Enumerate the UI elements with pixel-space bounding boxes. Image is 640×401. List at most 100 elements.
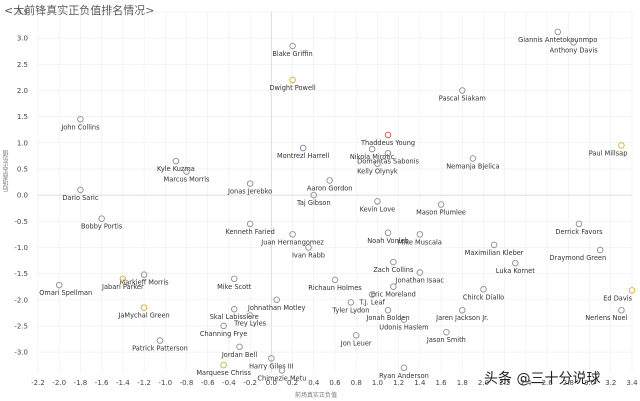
x-tick-label: 0.8 — [351, 379, 362, 387]
data-point — [384, 131, 392, 139]
data-point — [459, 87, 466, 94]
point-label: Aaron Gordon — [307, 184, 353, 192]
data-point — [490, 241, 498, 249]
point-label: Zach Collins — [373, 266, 414, 274]
x-tick-label: 1.6 — [436, 379, 448, 387]
point-label: Mike Scott — [217, 283, 252, 291]
y-tick-label: 3.0 — [17, 35, 28, 43]
point-label: Johnathan Motley — [247, 304, 306, 312]
point-label: Jason Smith — [426, 336, 466, 344]
x-tick-label: 2.4 — [520, 379, 532, 387]
point-label: John Collins — [60, 123, 100, 131]
x-tick-label: 1.0 — [372, 379, 383, 387]
point-label: Channing Frye — [200, 330, 247, 338]
data-point — [77, 186, 84, 194]
point-label: Chimezie Metu — [257, 374, 306, 382]
x-tick-label: -0.4 — [222, 379, 236, 387]
point-label: Nikola Mirotic — [350, 153, 395, 161]
x-tick-label: -1.4 — [116, 379, 130, 387]
y-tick-label: -2.5 — [14, 322, 28, 330]
y-tick-label: 3.5 — [17, 9, 28, 17]
data-point — [310, 191, 318, 199]
point-label: Nemanja Bjelica — [446, 162, 499, 170]
data-point — [469, 155, 477, 162]
point-label: Markieff Morris — [120, 279, 170, 287]
data-point — [554, 28, 562, 36]
point-label: Chirck Diallo — [463, 293, 504, 301]
y-tick-label: 2.0 — [17, 87, 28, 95]
point-label: Richaun Holmes — [308, 284, 362, 292]
point-label: Harry Giles III — [249, 362, 294, 370]
data-point — [384, 229, 392, 237]
data-point — [172, 157, 180, 165]
y-tick-label: 0.0 — [17, 192, 28, 200]
data-point — [400, 316, 408, 323]
point-label: Kyle Kuzma — [157, 165, 195, 173]
data-point — [246, 180, 254, 187]
data-point — [326, 177, 333, 184]
point-label: Mike Muscala — [398, 238, 442, 246]
data-point — [278, 367, 286, 374]
point-label: Draymond Green — [550, 254, 607, 262]
data-point — [55, 281, 63, 289]
point-label: Montrezl Harrell — [277, 152, 330, 160]
data-point — [416, 231, 424, 238]
point-label: Skal Labissiere — [210, 313, 259, 321]
point-label: T.J. Leaf — [358, 299, 385, 307]
data-point — [512, 259, 519, 267]
x-axis-label: 前场真实正负值 — [295, 392, 338, 399]
data-point — [390, 283, 397, 290]
data-point — [618, 142, 625, 149]
data-point — [119, 275, 127, 283]
watermark: 头条 @三十分说球 — [484, 371, 601, 387]
point-label: Taj Gibson — [296, 199, 331, 207]
point-label: Mason Plumlee — [416, 209, 466, 217]
y-tick-label: -1.5 — [14, 270, 28, 278]
y-tick-label: -3.0 — [14, 349, 28, 357]
x-tick-label: 3.4 — [626, 379, 638, 387]
point-label: Dwight Powell — [269, 84, 315, 92]
point-label: Bobby Portis — [81, 223, 123, 231]
x-tick-label: 1.2 — [393, 379, 404, 387]
x-tick-label: -0.6 — [201, 379, 215, 387]
y-tick-label: 0.5 — [17, 165, 28, 173]
data-point — [246, 312, 254, 319]
point-label: Jonas Jerebko — [227, 188, 272, 196]
x-tick-label: -2.2 — [31, 379, 45, 387]
point-label: Maximilian Kleber — [465, 249, 524, 257]
y-tick-label: -2.0 — [14, 296, 28, 304]
point-label: Jonah Bolden — [365, 314, 409, 322]
data-point — [618, 306, 625, 314]
data-point — [220, 322, 227, 330]
point-label: Jonathan Isaac — [395, 277, 445, 285]
point-label: Eric Moreland — [371, 291, 416, 299]
y-tick-label: 1.0 — [17, 139, 28, 147]
data-point — [299, 144, 307, 152]
data-point — [374, 198, 381, 205]
point-label: Jon Leuer — [340, 339, 372, 347]
data-point — [289, 231, 296, 238]
data-point — [374, 160, 381, 167]
data-point — [384, 306, 392, 314]
point-label: Udonis Haslem — [379, 324, 428, 332]
point-label: Paul Millsap — [589, 149, 628, 157]
x-tick-label: 2.8 — [563, 379, 574, 387]
data-point — [305, 244, 312, 251]
data-point — [77, 116, 84, 123]
point-label: Blake Griffin — [272, 50, 312, 58]
x-tick-label: -2.0 — [52, 379, 66, 387]
point-label: Derrick Favors — [555, 228, 603, 236]
point-label: Kevin Love — [360, 205, 396, 213]
data-point — [352, 332, 360, 339]
y-tick-label: -0.5 — [14, 218, 28, 226]
y-tick-label: -1.0 — [14, 244, 28, 252]
data-point — [220, 361, 227, 369]
data-point — [98, 215, 105, 222]
data-point — [570, 39, 577, 46]
data-point — [390, 258, 397, 266]
data-point — [368, 291, 376, 298]
point-label: Juan Hernangomez — [260, 238, 324, 246]
data-point — [575, 220, 583, 228]
point-label: Kenneth Faried — [225, 228, 274, 236]
